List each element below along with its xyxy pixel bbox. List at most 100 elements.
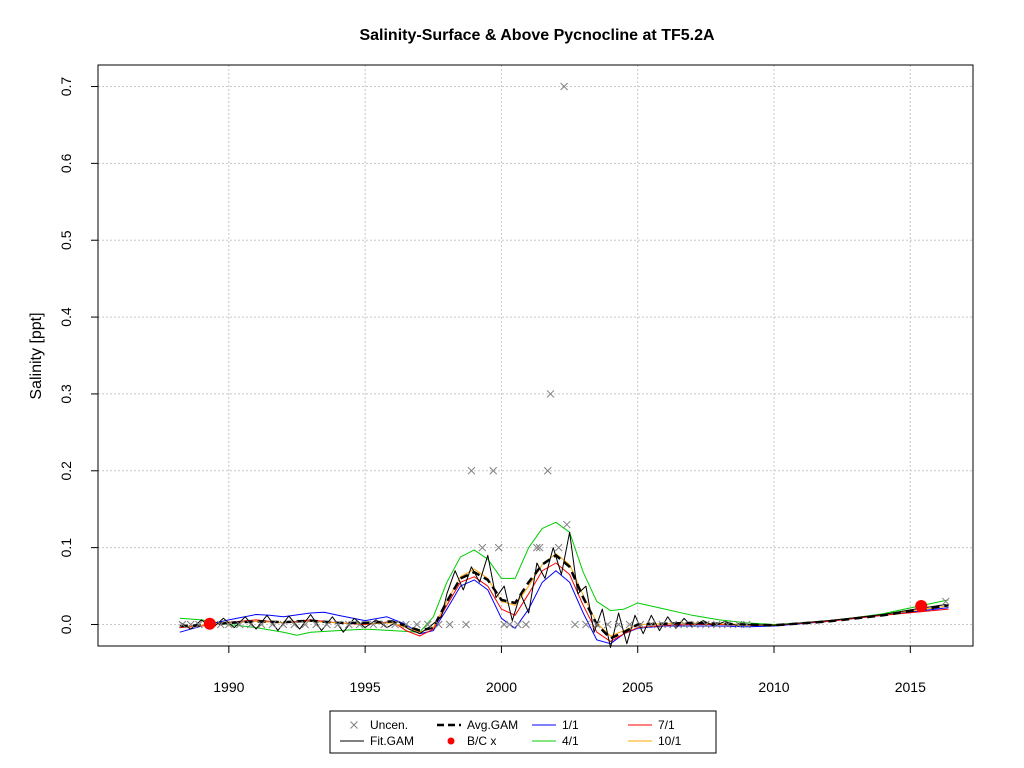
x-tick-label: 1990	[213, 679, 244, 695]
legend-item-fit: Fit.GAM	[340, 734, 414, 748]
x-tick-label: 1995	[350, 679, 381, 695]
uncensored-point	[178, 620, 187, 629]
legend-item-bc: B/C x	[447, 734, 496, 748]
uncensored-point	[571, 620, 579, 629]
uncensored-point	[554, 543, 563, 552]
uncensored-point	[369, 620, 378, 629]
legend-label: 4/1	[562, 734, 579, 748]
legend-item-s11: 1/1	[532, 718, 579, 732]
legend: Uncen. Avg.GAM 1/1 7/1 Fit.GAM B/C x 4/1 10/1	[329, 710, 717, 754]
legend-label: 7/1	[658, 718, 675, 732]
uncensored-point	[246, 620, 255, 629]
series-line-s11	[179, 570, 949, 645]
x-tick-label: 2000	[486, 679, 517, 695]
uncensored-point	[505, 620, 514, 629]
uncensored-point	[344, 620, 353, 629]
y-tick-label: 0.2	[58, 461, 74, 481]
uncensored-point	[402, 620, 410, 629]
legend-symbol	[350, 721, 358, 729]
uncensored-point	[224, 620, 233, 629]
uncensored-point	[560, 82, 568, 91]
uncensored-point	[636, 620, 645, 629]
series-line-s41	[179, 521, 949, 636]
uncensored-point	[494, 543, 503, 552]
uncensored-point	[592, 620, 601, 629]
uncensored-point	[489, 466, 498, 475]
x-tick-label: 2005	[622, 679, 653, 695]
uncensored-point	[702, 620, 710, 629]
uncensored-point	[334, 620, 342, 629]
uncensored-point	[535, 543, 544, 552]
uncensored-point	[603, 620, 612, 629]
uncensored-point	[235, 620, 244, 629]
uncensored-point	[546, 390, 555, 398]
uncensored-point	[941, 597, 950, 606]
uncensored-point	[434, 620, 443, 629]
x-tick-label: 2010	[758, 679, 789, 695]
y-tick-label: 0.0	[58, 615, 74, 635]
uncensored-point	[647, 620, 656, 629]
y-tick-label: 0.3	[58, 384, 74, 404]
legend-symbol	[447, 737, 455, 745]
series-layer	[179, 521, 949, 648]
uncensored-point	[355, 620, 364, 629]
points-layer	[178, 82, 950, 630]
plot-frame	[97, 64, 974, 647]
legend-item-s101: 10/1	[628, 734, 682, 748]
uncensored-point	[413, 620, 421, 629]
legend-label: Fit.GAM	[370, 734, 414, 748]
legend-label: Uncen.	[370, 718, 408, 732]
uncensored-point	[614, 620, 623, 629]
uncensored-point	[533, 543, 541, 552]
uncensored-point	[582, 620, 590, 629]
uncensored-point	[391, 620, 399, 629]
legend-label: 1/1	[562, 718, 579, 732]
uncensored-point	[680, 620, 688, 629]
legend-item-s41: 4/1	[532, 734, 579, 748]
uncensored-point	[734, 620, 743, 629]
uncensored-point	[742, 620, 751, 629]
uncensored-point	[522, 620, 530, 629]
y-tick-label: 0.4	[58, 307, 74, 327]
uncensored-point	[268, 620, 277, 629]
uncensored-point	[380, 620, 389, 629]
uncensored-point	[658, 620, 667, 629]
grid	[98, 65, 973, 646]
x-tick-label: 2015	[895, 679, 926, 695]
uncensored-point	[312, 620, 320, 629]
uncensored-point	[423, 620, 432, 629]
uncensored-point	[216, 620, 225, 629]
uncensored-point	[467, 466, 476, 475]
uncensored-point	[712, 620, 721, 629]
legend-label: Avg.GAM	[467, 718, 518, 732]
uncensored-point	[478, 543, 487, 552]
uncensored-point	[562, 520, 571, 529]
bc-point	[203, 617, 216, 630]
legend-item-uncen: Uncen.	[350, 718, 408, 732]
uncensored-point	[625, 620, 634, 629]
legend-box	[329, 710, 717, 754]
uncensored-point	[279, 620, 288, 629]
legend-item-s71: 7/1	[628, 718, 675, 732]
legend-label: B/C x	[467, 734, 496, 748]
chart-title: Salinity-Surface & Above Pycnocline at T…	[359, 27, 715, 44]
uncensored-point	[290, 620, 299, 629]
uncensored-point	[669, 620, 678, 629]
y-tick-label: 0.6	[58, 153, 74, 173]
uncensored-point	[195, 620, 203, 629]
x-axis: 1990 1995 2000 2005 2010 2015	[213, 646, 926, 695]
uncensored-point	[257, 620, 266, 629]
uncensored-point	[543, 466, 552, 475]
y-axis-label: Salinity [ppt]	[28, 312, 45, 399]
bc-point	[915, 600, 928, 613]
uncensored-point	[462, 620, 470, 629]
uncensored-point	[513, 620, 522, 629]
uncensored-point	[500, 620, 509, 629]
y-tick-label: 0.7	[58, 77, 74, 97]
uncensored-point	[186, 620, 195, 629]
y-tick-label: 0.5	[58, 230, 74, 250]
uncensored-point	[323, 620, 331, 629]
uncensored-point	[301, 620, 310, 629]
